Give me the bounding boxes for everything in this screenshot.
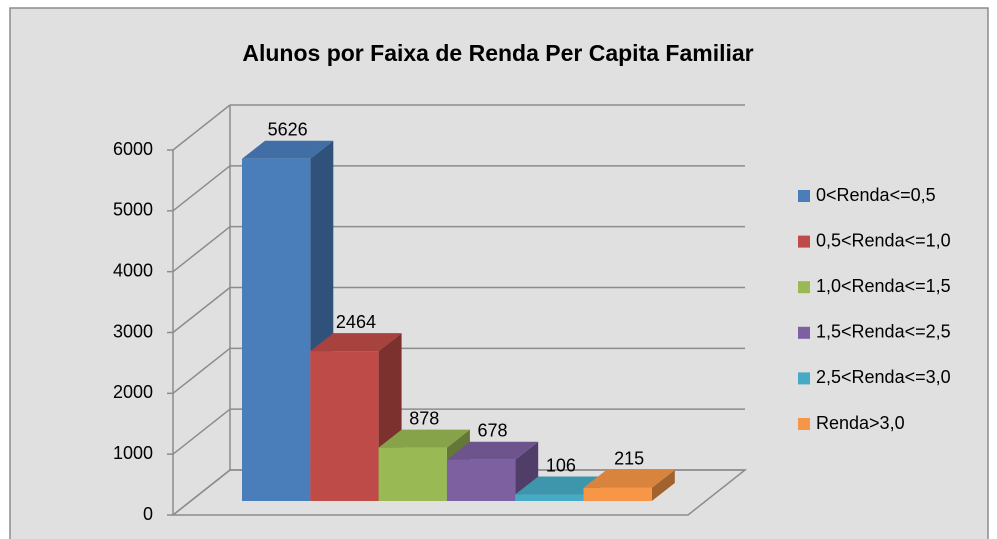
legend-label: 1,0<Renda<=1,5 [816, 276, 951, 296]
data-label: 106 [546, 455, 576, 475]
data-label: 678 [478, 421, 508, 441]
bar-top [583, 469, 675, 488]
legend-label: Renda>3,0 [816, 413, 905, 433]
bar-side [651, 469, 675, 501]
legend-swatch [798, 418, 810, 430]
legend-label: 0,5<Renda<=1,0 [816, 230, 951, 250]
grid-line [172, 104, 231, 151]
bar [378, 447, 447, 501]
bar [583, 487, 652, 501]
grid-line [172, 226, 231, 273]
bar-top [242, 140, 334, 159]
chart-title: Alunos por Faixa de Renda Per Capita Fam… [242, 40, 753, 66]
grid-line [172, 408, 231, 455]
bar [242, 158, 311, 502]
data-label: 215 [614, 449, 644, 469]
y-tick-label: 3000 [113, 321, 153, 341]
bar [515, 494, 584, 501]
bar-top [446, 441, 539, 460]
y-tick-label: 2000 [113, 382, 153, 402]
bar [446, 459, 516, 501]
data-label: 878 [409, 408, 439, 428]
grid-line [172, 469, 231, 516]
y-tick-label: 0 [143, 504, 153, 524]
data-label: 2464 [336, 312, 376, 332]
bar-top [310, 333, 402, 352]
bar [310, 351, 379, 501]
y-tick-label: 6000 [113, 139, 153, 159]
grid-line [172, 165, 231, 212]
bar-top [378, 429, 470, 448]
legend-label: 1,5<Renda<=2,5 [816, 322, 951, 342]
legend-label: 2,5<Renda<=3,0 [816, 367, 951, 387]
legend-swatch [798, 235, 810, 248]
legend-swatch [798, 281, 810, 294]
grid-line [172, 347, 231, 394]
data-label: 5626 [268, 120, 308, 140]
y-tick-label: 5000 [113, 200, 153, 220]
grid-line [172, 286, 231, 334]
legend-label: 0<Renda<=0,5 [816, 185, 936, 205]
y-tick-label: 1000 [113, 443, 153, 463]
legend-swatch [798, 372, 810, 385]
legend-swatch [798, 190, 810, 202]
y-tick-label: 4000 [113, 260, 153, 280]
legend-swatch [798, 326, 810, 339]
